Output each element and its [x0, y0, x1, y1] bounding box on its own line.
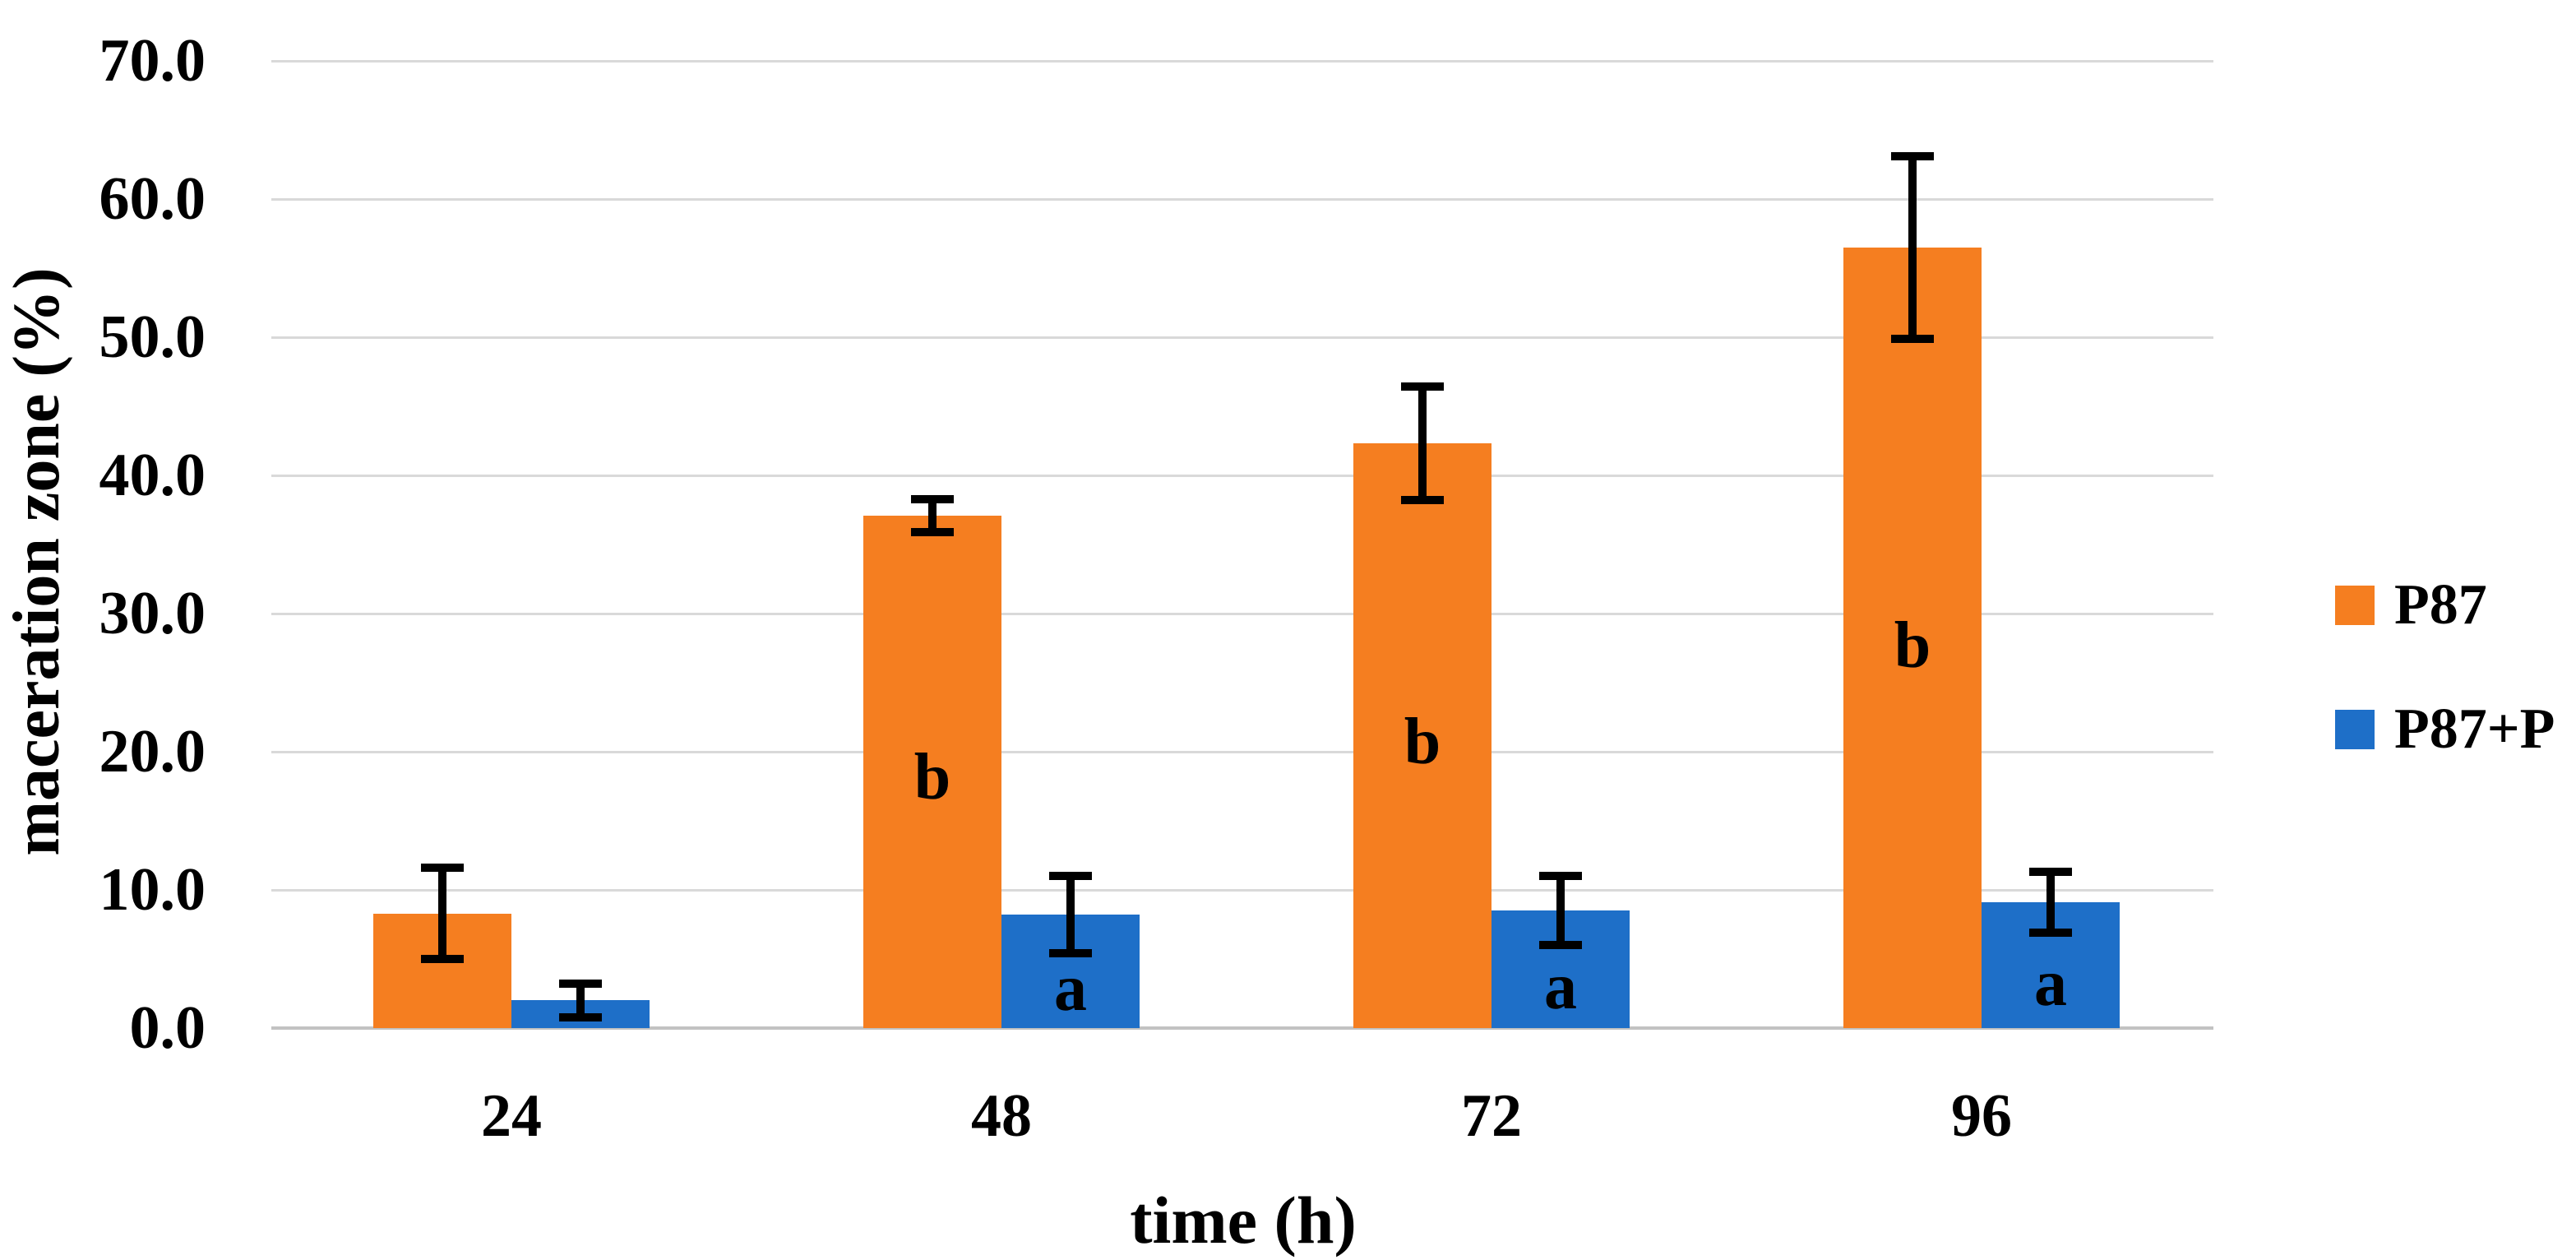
x-axis-baseline: [271, 1026, 2213, 1030]
significance-letter: a: [1544, 951, 1577, 1024]
gridline: [271, 612, 2213, 615]
error-bar-cap: [2029, 929, 2072, 938]
error-bar-cap: [559, 1012, 602, 1021]
x-axis-title: time (h): [1130, 1183, 1357, 1258]
y-tick-label: 60.0: [99, 165, 206, 233]
error-bar-cap: [1049, 872, 1092, 881]
error-bar: [2046, 872, 2055, 933]
legend-label-p87-p: P87+P: [2394, 697, 2555, 761]
error-bar-cap: [1049, 949, 1092, 958]
bar-p87-72h: [1353, 443, 1491, 1028]
gridline: [271, 197, 2213, 201]
gridline: [271, 750, 2213, 753]
error-bar: [576, 984, 585, 1017]
significance-letter: b: [1894, 609, 1931, 682]
error-bar-cap: [911, 494, 954, 503]
legend-label-p87: P87: [2394, 573, 2487, 637]
error-bar-cap: [1891, 334, 1934, 343]
error-bar-cap: [421, 955, 464, 963]
significance-letter: b: [913, 740, 951, 813]
error-bar-cap: [1401, 496, 1444, 505]
error-bar-cap: [421, 864, 464, 873]
error-bar-cap: [1539, 872, 1582, 881]
y-tick-label: 30.0: [99, 580, 206, 647]
x-tick-label: 24: [481, 1082, 542, 1150]
gridline: [271, 59, 2213, 63]
error-bar-cap: [1401, 382, 1444, 391]
gridline: [271, 888, 2213, 892]
legend-swatch-p87: [2335, 586, 2375, 625]
error-bar-cap: [1891, 151, 1934, 160]
significance-letter: a: [1054, 952, 1087, 1025]
significance-letter: a: [2034, 947, 2067, 1021]
y-tick-label: 50.0: [99, 303, 206, 371]
error-bar: [438, 868, 446, 959]
error-bar: [928, 498, 937, 532]
y-tick-label: 70.0: [99, 27, 206, 95]
bar-p87-48h: [863, 515, 1001, 1028]
y-tick-label: 40.0: [99, 442, 206, 509]
bar-p87-96h: [1843, 247, 1982, 1028]
gridline: [271, 336, 2213, 339]
x-tick-label: 96: [1951, 1082, 2012, 1150]
y-tick-label: 0.0: [129, 994, 206, 1062]
error-bar-cap: [2029, 868, 2072, 877]
y-tick-label: 20.0: [99, 718, 206, 785]
x-tick-label: 72: [1461, 1082, 1522, 1150]
error-bar: [1556, 876, 1565, 946]
y-tick-label: 10.0: [99, 856, 206, 924]
error-bar: [1418, 387, 1427, 501]
x-tick-label: 48: [971, 1082, 1032, 1150]
legend-swatch-p87-p: [2335, 710, 2375, 749]
significance-letter: b: [1404, 705, 1441, 778]
error-bar-cap: [1539, 941, 1582, 950]
error-bar: [1908, 155, 1917, 339]
gridline: [271, 474, 2213, 477]
error-bar-cap: [911, 527, 954, 536]
error-bar: [1066, 876, 1075, 954]
error-bar-cap: [559, 980, 602, 989]
